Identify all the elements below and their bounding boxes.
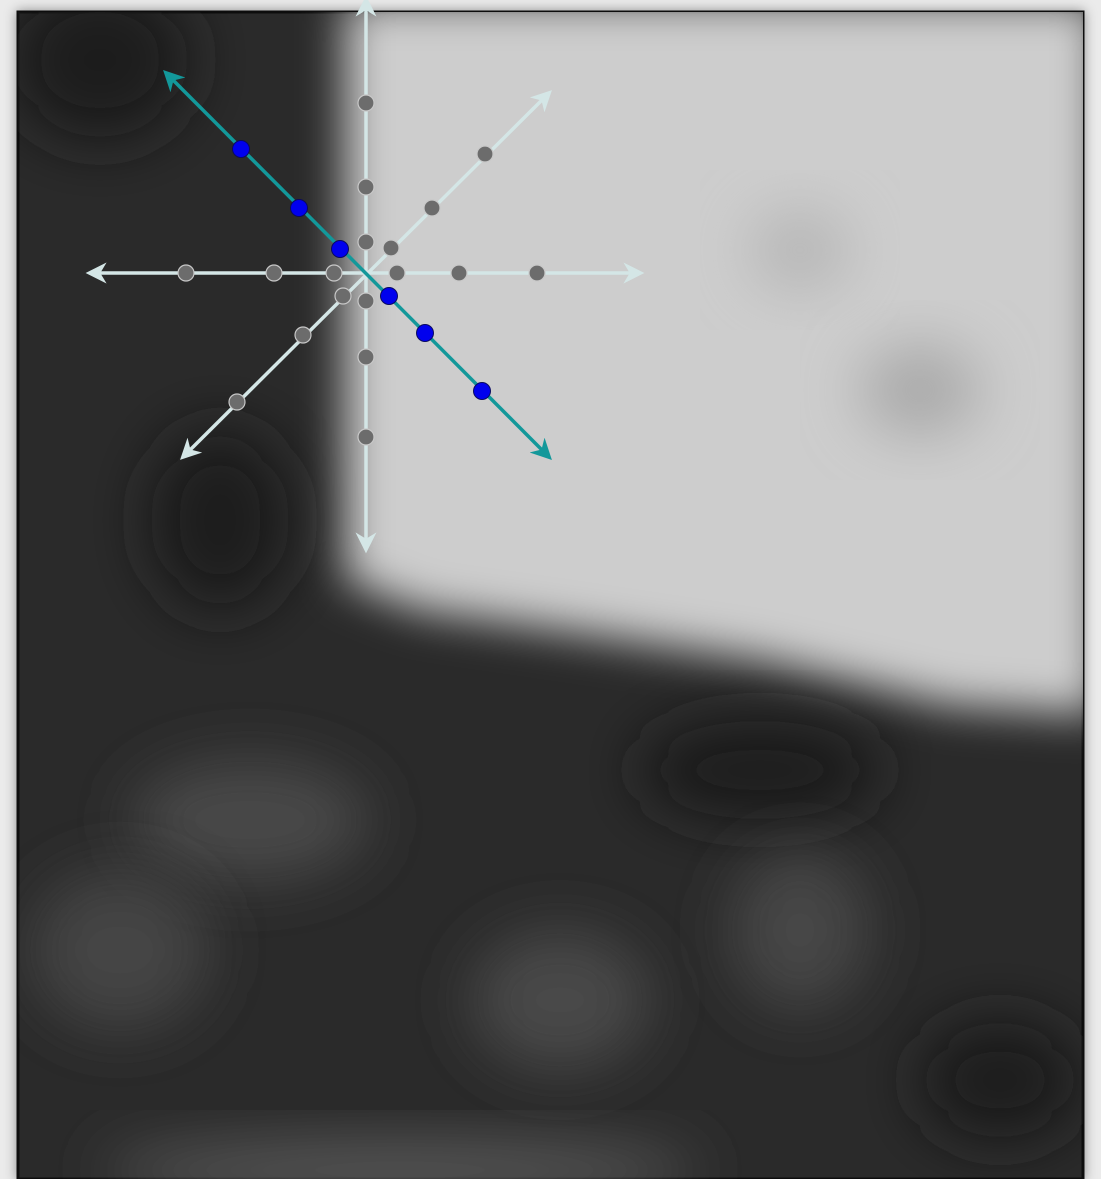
selected-point xyxy=(233,141,250,158)
light-blob xyxy=(730,850,870,1010)
page xyxy=(0,0,1101,1179)
sample-point xyxy=(424,200,440,216)
light-blob xyxy=(130,760,370,880)
light-blob xyxy=(470,930,650,1070)
sample-point xyxy=(358,293,374,309)
selected-point xyxy=(381,288,398,305)
sample-point xyxy=(358,234,374,250)
sample-point xyxy=(229,394,245,410)
sample-point xyxy=(295,327,311,343)
selected-point xyxy=(332,241,349,258)
dark-blob xyxy=(920,1020,1080,1140)
sample-point xyxy=(335,288,351,304)
sample-point xyxy=(529,265,545,281)
sample-point xyxy=(266,265,282,281)
shade-blob xyxy=(750,210,850,290)
selected-point xyxy=(291,200,308,217)
scene xyxy=(0,0,1101,1179)
selected-point xyxy=(474,383,491,400)
dark-blob xyxy=(150,430,290,610)
sample-point xyxy=(358,429,374,445)
dark-blob xyxy=(640,720,880,820)
shade-blob xyxy=(860,345,980,435)
bright-region xyxy=(345,0,1100,715)
sample-point xyxy=(358,95,374,111)
sample-point xyxy=(389,265,405,281)
sample-point xyxy=(178,265,194,281)
sample-point xyxy=(477,146,493,162)
sample-point xyxy=(358,179,374,195)
sample-point xyxy=(326,265,342,281)
light-blob xyxy=(30,870,210,1030)
sample-point xyxy=(358,349,374,365)
sample-point xyxy=(383,240,399,256)
sample-point xyxy=(451,265,467,281)
selected-point xyxy=(417,325,434,342)
